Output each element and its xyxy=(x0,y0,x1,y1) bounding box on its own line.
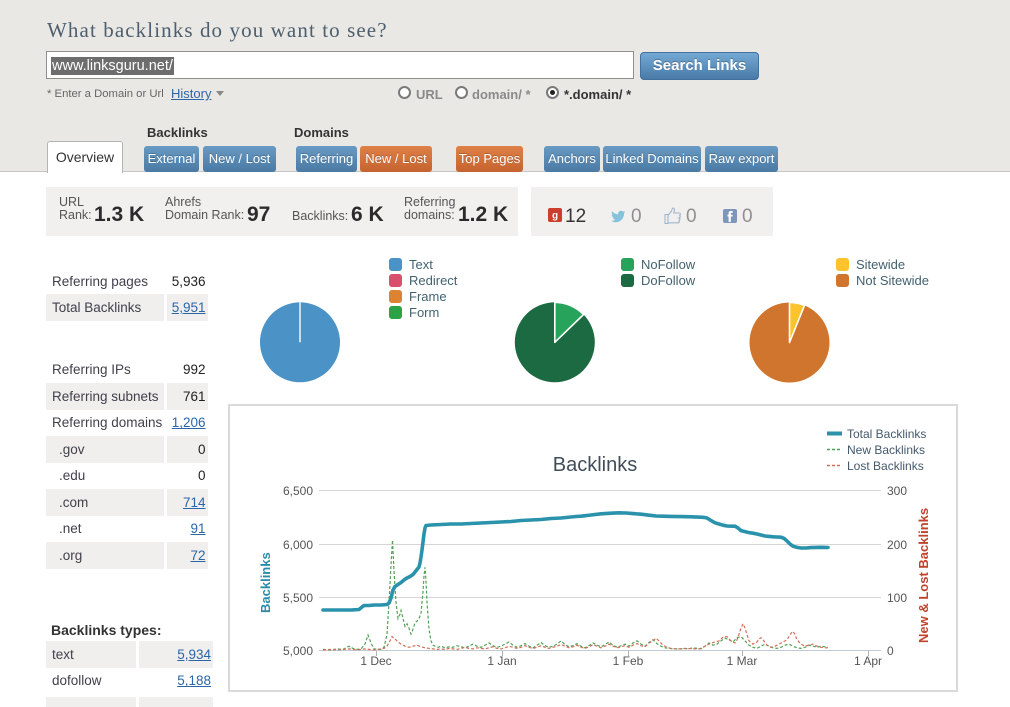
svg-text:g: g xyxy=(552,211,558,222)
